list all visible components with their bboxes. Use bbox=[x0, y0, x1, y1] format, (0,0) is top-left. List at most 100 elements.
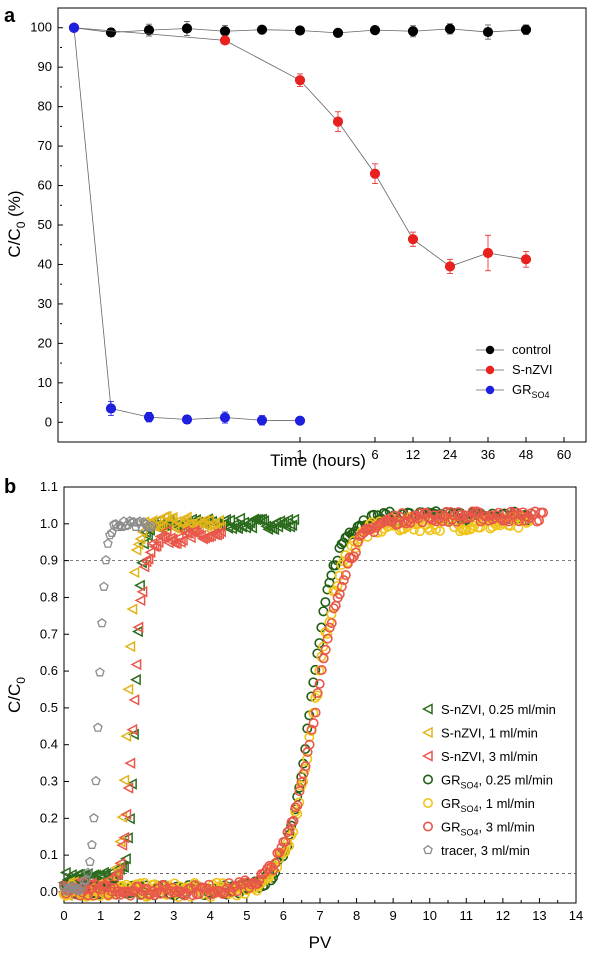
panel-b-ytick-label: 0.5 bbox=[40, 700, 58, 715]
panel-b-point bbox=[501, 514, 512, 525]
panel-b-point bbox=[73, 885, 83, 895]
panel-b-point bbox=[290, 802, 301, 813]
panel-a-point-control bbox=[520, 24, 532, 35]
panel-b-xtick-label: 8 bbox=[353, 908, 360, 923]
panel-b-legend-label: GRSO4, 3 ml/min bbox=[441, 820, 535, 838]
panel-b-letter: b bbox=[4, 476, 16, 498]
panel-b-point bbox=[128, 566, 140, 579]
panel-b-point bbox=[318, 653, 329, 664]
panel-b-point bbox=[146, 520, 157, 530]
panel-b-point bbox=[144, 522, 155, 532]
panel-b-point bbox=[236, 521, 248, 533]
panel-b-point bbox=[322, 628, 333, 639]
panel-a-point-control bbox=[105, 27, 117, 38]
panel-b-xtick-label: 7 bbox=[316, 908, 323, 923]
panel-b-point bbox=[503, 516, 514, 527]
panel-b-point bbox=[83, 867, 93, 877]
panel-b-point bbox=[340, 570, 351, 581]
panel-a-point-control bbox=[256, 24, 268, 35]
panel-b-point bbox=[134, 533, 146, 545]
panel-b-point bbox=[308, 677, 319, 688]
panel-b-point bbox=[118, 774, 130, 786]
panel-b-point bbox=[144, 546, 156, 559]
panel-b-point bbox=[103, 538, 113, 548]
panel-b-point bbox=[128, 694, 140, 706]
panel-a-point-S-nZVI bbox=[369, 168, 381, 179]
panel-a-point-GR bbox=[105, 403, 117, 414]
panel-b-point bbox=[122, 683, 134, 696]
panel-b-point bbox=[85, 856, 95, 866]
panel-a-ytick-label: 20 bbox=[38, 335, 52, 350]
panel-b-point bbox=[134, 579, 145, 592]
panel-b-point bbox=[310, 664, 321, 675]
panel-a-legend-marker bbox=[485, 345, 495, 355]
panel-b-legend-label: tracer, 3 ml/min bbox=[441, 843, 530, 858]
panel-b-point bbox=[180, 511, 192, 523]
panel-b-point bbox=[187, 890, 198, 901]
panel-b-legend-marker bbox=[422, 797, 433, 808]
panel-b-legend-marker bbox=[421, 750, 433, 762]
panel-b-point bbox=[89, 890, 100, 901]
panel-b-ytick-label: 0.7 bbox=[40, 626, 58, 641]
panel-a-series-line-GR bbox=[73, 27, 301, 422]
panel-b-ytick-label: 1.0 bbox=[40, 516, 58, 531]
panel-b-point bbox=[399, 516, 410, 527]
panel-b-point bbox=[75, 884, 85, 895]
panel-b-point bbox=[110, 862, 122, 874]
panel-a-point-GR bbox=[143, 412, 155, 423]
panel-b-point bbox=[120, 808, 132, 821]
panel-b-point bbox=[417, 517, 428, 528]
panel-a-legend-label: control bbox=[512, 342, 551, 357]
panel-b-point bbox=[280, 836, 291, 847]
panel-b-point bbox=[250, 513, 262, 526]
panel-b-point bbox=[216, 519, 228, 531]
panel-b-point bbox=[116, 839, 128, 851]
panel-b-ytick-label: 0.4 bbox=[40, 737, 58, 752]
panel-b-point bbox=[290, 806, 301, 817]
panel-b-point bbox=[258, 515, 270, 527]
panel-b-point bbox=[513, 516, 524, 527]
panel-b-point bbox=[126, 723, 138, 736]
panel-b-point bbox=[268, 865, 279, 876]
panel-b-point bbox=[441, 506, 452, 517]
panel-b-point bbox=[286, 519, 298, 531]
panel-a-point-S-nZVI bbox=[219, 35, 231, 46]
panel-b-point bbox=[538, 507, 549, 518]
panel-b-ytick-label: 0.2 bbox=[40, 810, 58, 825]
panel-b-legend-marker bbox=[422, 774, 433, 785]
panel-b-xtick-label: 5 bbox=[243, 908, 250, 923]
panel-b-point bbox=[338, 575, 349, 586]
panel-b-point bbox=[213, 514, 224, 527]
panel-b-point bbox=[344, 527, 355, 538]
panel-b-xtick-label: 1 bbox=[97, 908, 104, 923]
panel-b-legend-label: S-nZVI, 3 ml/min bbox=[441, 749, 538, 764]
panel-b-point bbox=[366, 522, 377, 533]
panel-b: b 0.0 0.1 0.2 0.3 0.4 0.5 0.6 0.7 0.8 0.9 1.0 1.1 0… bbox=[4, 476, 583, 952]
panel-a-ytick-label: 100 bbox=[30, 20, 52, 35]
panel-b-point bbox=[330, 560, 341, 571]
panel-b-point bbox=[427, 515, 438, 526]
panel-b-point bbox=[282, 827, 293, 838]
panel-b-point bbox=[320, 597, 331, 608]
panel-b-legend-marker bbox=[421, 703, 433, 715]
panel-b-xtick-label: 6 bbox=[280, 908, 287, 923]
panel-b-point bbox=[132, 621, 144, 634]
panel-a-legend-marker bbox=[485, 385, 495, 395]
panel-b-point bbox=[144, 524, 155, 536]
panel-b-point bbox=[201, 530, 212, 543]
panel-a-ytick-label: 60 bbox=[38, 178, 52, 193]
panel-a-ytick-label: 30 bbox=[38, 296, 52, 311]
panel-a-frame bbox=[57, 7, 587, 443]
panel-b-point bbox=[114, 857, 126, 870]
panel-b-point bbox=[91, 775, 101, 786]
panel-b-point bbox=[97, 617, 107, 628]
panel-b-point bbox=[136, 526, 148, 538]
panel-a-xtick-label: 12 bbox=[406, 447, 420, 462]
panel-a-point-GR bbox=[181, 414, 193, 425]
panel-b-point bbox=[405, 517, 416, 528]
panel-b-legend-marker bbox=[421, 726, 433, 739]
panel-b-xtick-label: 14 bbox=[569, 908, 583, 923]
panel-b-point bbox=[176, 534, 188, 546]
panel-b-point bbox=[105, 529, 115, 540]
panel-b-point bbox=[142, 553, 154, 565]
